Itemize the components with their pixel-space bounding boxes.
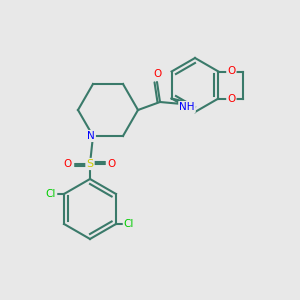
Text: N: N xyxy=(87,131,95,141)
Text: Cl: Cl xyxy=(46,189,56,199)
Text: O: O xyxy=(227,94,236,103)
Text: O: O xyxy=(153,69,161,79)
Text: O: O xyxy=(64,159,72,169)
Text: Cl: Cl xyxy=(124,219,134,229)
Text: O: O xyxy=(227,67,236,76)
Text: O: O xyxy=(108,159,116,169)
Text: NH: NH xyxy=(179,102,195,112)
Text: S: S xyxy=(86,159,94,169)
